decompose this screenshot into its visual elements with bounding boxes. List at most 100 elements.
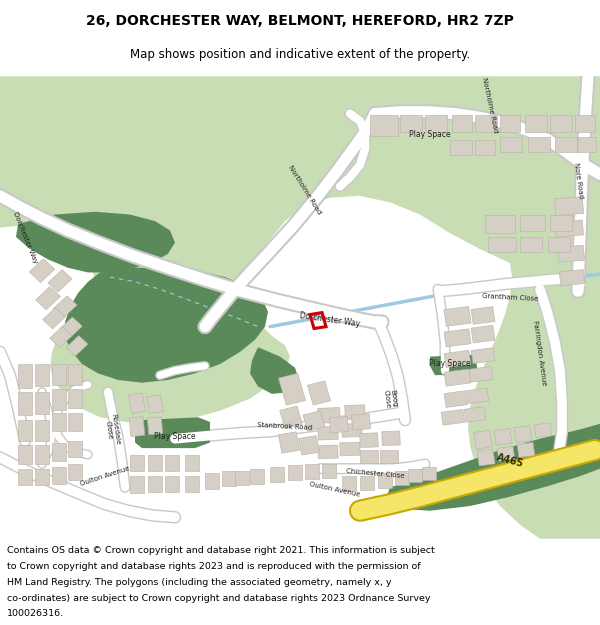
Polygon shape [65,268,268,382]
Text: Nore Road: Nore Road [572,162,583,199]
Polygon shape [307,381,331,405]
Polygon shape [53,296,77,318]
Polygon shape [554,220,584,237]
Polygon shape [318,426,338,440]
Polygon shape [477,449,495,466]
Bar [68,464,82,480]
Bar [500,137,522,152]
Text: Oulton Avenue: Oulton Avenue [309,481,361,498]
Bar [520,237,542,252]
Bar [520,214,545,231]
Polygon shape [128,393,146,414]
Polygon shape [16,212,175,272]
Bar [422,467,436,480]
Polygon shape [146,395,163,414]
Polygon shape [250,348,300,394]
Text: Dorchester Way: Dorchester Way [12,211,38,264]
Polygon shape [385,424,600,511]
Bar [360,476,374,490]
Polygon shape [318,408,340,423]
Bar [550,214,572,231]
Bar [18,392,32,416]
Polygon shape [430,354,478,375]
Text: Farringdon Avenue: Farringdon Avenue [532,320,548,386]
Bar [18,364,32,388]
Polygon shape [444,369,471,386]
Bar [165,476,179,492]
Bar [35,364,49,386]
Polygon shape [474,431,492,449]
Polygon shape [59,317,82,338]
Bar [485,214,515,233]
Polygon shape [352,414,371,430]
Polygon shape [278,432,299,453]
Text: Contains OS data © Crown copyright and database right 2021. This information is : Contains OS data © Crown copyright and d… [7,546,435,554]
Bar [52,412,66,431]
Bar [400,116,422,132]
Polygon shape [444,329,471,347]
Text: Boog
Close: Boog Close [382,389,398,409]
Bar [35,392,49,414]
Bar [575,116,595,132]
Bar [130,454,144,471]
Text: Oulton Avenue: Oulton Avenue [80,465,130,486]
Polygon shape [318,445,338,459]
Bar [488,237,516,252]
Bar [68,441,82,458]
Bar [185,454,199,471]
Polygon shape [497,446,515,461]
Polygon shape [514,426,532,442]
Bar [68,412,82,431]
Polygon shape [48,269,72,292]
Bar [130,476,144,493]
Text: Dorchester Way: Dorchester Way [299,311,361,329]
Bar [148,476,162,492]
Bar [205,473,219,489]
Bar [52,389,66,410]
Bar [525,116,547,132]
Bar [380,450,398,463]
Bar [52,442,66,461]
Text: Rosedale
Close: Rosedale Close [103,413,121,446]
Text: to Crown copyright and database rights 2023 and is reproduced with the permissio: to Crown copyright and database rights 2… [7,562,421,571]
Bar [52,364,66,384]
Polygon shape [147,417,163,434]
Polygon shape [360,433,378,447]
Bar [235,471,249,486]
Polygon shape [278,373,305,405]
Bar [475,116,497,132]
Text: Chichester Close: Chichester Close [346,468,404,479]
Text: Map shows position and indicative extent of the property.: Map shows position and indicative extent… [130,48,470,61]
Text: HM Land Registry. The polygons (including the associated geometry, namely x, y: HM Land Registry. The polygons (includin… [7,578,392,586]
Text: Play Space: Play Space [154,432,196,441]
Bar [550,116,572,132]
Polygon shape [135,418,210,448]
Bar [555,137,577,152]
Polygon shape [382,431,400,446]
Polygon shape [0,76,600,424]
Polygon shape [471,307,495,324]
Bar [528,137,550,152]
Bar [360,450,378,463]
Bar [322,464,336,478]
Bar [288,465,302,480]
Text: Northolme Road: Northolme Road [481,77,499,133]
Bar [18,446,32,464]
Polygon shape [43,308,65,329]
Polygon shape [444,391,468,408]
Bar [35,446,49,464]
Text: 26, DORCHESTER WAY, BELMONT, HEREFORD, HR2 7ZP: 26, DORCHESTER WAY, BELMONT, HEREFORD, H… [86,14,514,28]
Bar [450,140,472,155]
Bar [548,237,570,252]
Polygon shape [35,287,61,310]
Polygon shape [469,366,493,382]
Bar [452,116,472,132]
Polygon shape [444,306,471,326]
Bar [475,140,495,155]
Polygon shape [50,326,73,348]
Polygon shape [554,197,584,216]
Bar [18,420,32,441]
Polygon shape [557,245,584,262]
Bar [250,469,264,484]
Text: A465: A465 [496,452,524,469]
